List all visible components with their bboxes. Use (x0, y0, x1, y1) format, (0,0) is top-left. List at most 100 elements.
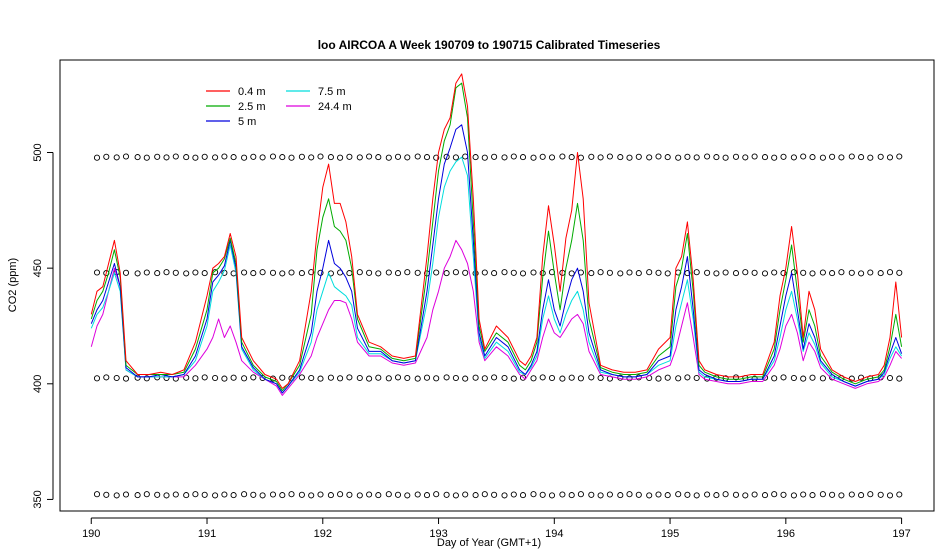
y-tick-label: 350 (32, 490, 44, 508)
reference-marker (867, 269, 874, 276)
reference-marker (172, 269, 179, 276)
reference-marker (491, 491, 498, 498)
reference-marker (751, 491, 758, 498)
reference-marker (559, 491, 566, 498)
reference-marker (172, 153, 179, 160)
reference-marker (481, 491, 488, 498)
legend: 0.4 m 2.5 m 5 m 7.5 m 24.4 m (206, 86, 352, 128)
reference-marker (230, 374, 237, 381)
reference-marker (675, 375, 682, 382)
reference-marker (646, 154, 653, 161)
reference-marker (548, 492, 556, 499)
reference-marker (704, 491, 711, 498)
reference-marker (896, 153, 903, 160)
y-axis: 350 400 450 500 (32, 143, 54, 509)
reference-marker (241, 375, 248, 382)
reference-marker (867, 154, 874, 161)
reference-marker (317, 375, 324, 382)
reference-marker (134, 492, 141, 499)
reference-marker (568, 154, 575, 161)
reference-marker (183, 492, 190, 499)
y-axis-label: CO2 (ppm) (7, 258, 19, 312)
reference-marker (771, 269, 778, 276)
reference-marker (559, 375, 566, 382)
reference-marker (183, 154, 190, 161)
reference-marker (212, 374, 219, 382)
reference-marker (201, 374, 208, 381)
reference-marker (675, 154, 682, 161)
reference-marker (366, 153, 373, 160)
reference-marker (530, 269, 537, 276)
x-tick-label: 192 (314, 528, 332, 540)
series-layer (90, 73, 903, 396)
reference-marker (597, 154, 604, 161)
x-tick-label: 190 (82, 528, 100, 540)
chart-title: loo AIRCOA A Week 190709 to 190715 Calib… (318, 38, 661, 52)
reference-marker (346, 270, 353, 277)
series-line-5-m (90, 124, 903, 394)
reference-marker (250, 374, 257, 381)
reference-marker (414, 491, 421, 498)
reference-marker (443, 374, 450, 381)
reference-marker (568, 270, 575, 277)
reference-marker (298, 491, 305, 498)
reference-marker (790, 374, 797, 382)
reference-marker (588, 153, 595, 160)
reference-marker (877, 270, 884, 277)
reference-marker (327, 374, 334, 381)
reference-marker (510, 269, 517, 276)
reference-marker (472, 154, 479, 161)
reference-marker (588, 270, 595, 277)
reference-marker (519, 374, 527, 381)
reference-marker (530, 375, 537, 382)
reference-marker (122, 491, 130, 498)
reference-marker (93, 491, 101, 498)
reference-marker (838, 269, 845, 276)
reference-marker (143, 154, 150, 161)
series-line-2-5-m (90, 82, 903, 392)
reference-marker (877, 491, 884, 498)
reference-marker (103, 491, 110, 498)
reference-marker (337, 375, 344, 382)
plot-frame (59, 59, 935, 512)
reference-marker (404, 269, 411, 276)
reference-marker (346, 491, 353, 498)
reference-marker (103, 153, 110, 160)
reference-marker (635, 491, 642, 498)
reference-marker (722, 154, 729, 161)
reference-marker (230, 154, 237, 161)
reference-marker (732, 153, 740, 160)
reference-marker (539, 153, 546, 160)
reference-marker (519, 270, 527, 277)
reference-marker (279, 374, 286, 381)
reference-marker (366, 269, 373, 276)
reference-marker (780, 270, 787, 277)
reference-marker (172, 491, 179, 498)
reference-marker (337, 154, 344, 161)
reference-marker (298, 153, 305, 160)
reference-marker (317, 153, 324, 160)
reference-marker (404, 492, 411, 499)
legend-label: 0.4 m (238, 86, 266, 98)
reference-marker (539, 491, 546, 498)
reference-marker (212, 154, 219, 161)
reference-marker (588, 374, 595, 381)
reference-marker (308, 374, 315, 382)
reference-marker (481, 269, 488, 276)
reference-marker (122, 269, 130, 276)
reference-marker (462, 153, 469, 160)
reference-marker (154, 153, 161, 160)
reference-marker (693, 492, 700, 499)
reference-marker (858, 154, 865, 161)
reference-marker (704, 153, 711, 160)
reference-marker (829, 270, 836, 277)
reference-marker (394, 374, 402, 381)
reference-marker (443, 491, 450, 498)
reference-marker (279, 270, 286, 277)
reference-marker (414, 153, 421, 160)
x-axis-label: Day of Year (GMT+1) (437, 537, 541, 549)
reference-marker (327, 154, 334, 161)
reference-marker (790, 269, 797, 276)
reference-marker (404, 154, 411, 161)
